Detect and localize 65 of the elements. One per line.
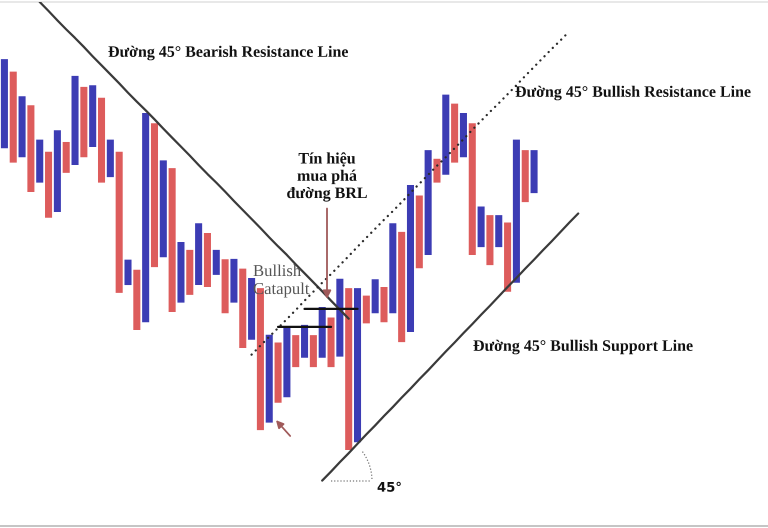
candlestick [239, 268, 246, 348]
candlestick [230, 258, 238, 303]
candlestick [486, 215, 494, 266]
candlestick [495, 215, 502, 248]
candlestick [372, 279, 379, 314]
candlestick [0, 59, 8, 148]
candlestick [142, 113, 150, 322]
candlestick [10, 72, 17, 163]
candlestick [72, 76, 79, 166]
candlestick [45, 152, 52, 218]
candlestick [345, 288, 352, 450]
candlestick [318, 306, 326, 358]
candlestick [416, 196, 423, 268]
candlestick [362, 296, 370, 324]
candlestick [301, 324, 308, 358]
candlestick [204, 233, 211, 288]
candlestick [468, 123, 476, 255]
candlestick [177, 242, 184, 303]
candlestick [530, 150, 538, 194]
candlestick [18, 96, 26, 158]
candlestick [150, 123, 158, 268]
candlestick [424, 150, 432, 255]
candlestick [310, 335, 317, 368]
candlestick [354, 288, 362, 442]
candlestick [222, 259, 229, 314]
candlestick [248, 278, 256, 340]
text: 45° [378, 482, 401, 492]
candlestick [133, 270, 140, 330]
candlestick [186, 250, 194, 295]
candlestick [442, 94, 450, 175]
candlestick [116, 152, 123, 293]
candlestick [168, 168, 176, 312]
candlestick [451, 104, 458, 163]
candlestick [266, 334, 273, 423]
candlestick [398, 232, 406, 342]
candlestick [433, 158, 440, 183]
candlestick [328, 318, 335, 368]
candlestick [62, 142, 70, 173]
candlestick [27, 105, 34, 192]
candlestick [292, 335, 300, 368]
candlestick [274, 342, 282, 403]
candlestick [522, 150, 529, 202]
candlestick [478, 206, 485, 248]
candlestick [504, 222, 512, 292]
candlestick [460, 113, 467, 158]
candlestick [389, 223, 396, 314]
annotation: Đường 45° Bullish Resistance Line [515, 86, 751, 100]
annotation: Tín hiệu mua phá đường BRL [287, 152, 367, 202]
candlestick [283, 326, 290, 398]
candlestick [195, 223, 202, 286]
candlestick [98, 98, 106, 183]
candlestick [406, 184, 414, 332]
candlestick [80, 86, 88, 158]
candlestick [512, 140, 520, 283]
candlestick [106, 140, 114, 178]
candlestick [124, 260, 132, 286]
candlestick [380, 287, 388, 322]
candlestick [54, 130, 61, 212]
candlestick [336, 278, 344, 357]
candlestick [36, 140, 44, 183]
annotation: Đường 45° Bullish Support Line [473, 340, 693, 354]
candlestick [212, 250, 220, 275]
annotation: Đường 45° Bearish Resistance Line [108, 46, 348, 60]
candlestick [89, 85, 96, 148]
candlestick [160, 160, 167, 258]
